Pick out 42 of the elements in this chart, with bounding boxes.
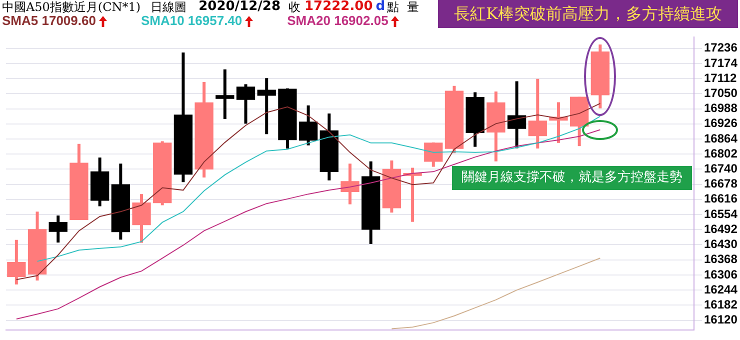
text: d xyxy=(376,0,386,14)
candlestick xyxy=(236,84,256,124)
chart-title: 中國A50指數近月(CN*1) xyxy=(2,0,141,14)
text: 量 xyxy=(407,0,420,14)
y-tick-label: 16120 xyxy=(704,312,738,327)
text: 收 xyxy=(288,0,300,14)
candlestick xyxy=(48,216,68,243)
text: SMA20 16902.05 xyxy=(287,13,390,28)
candlestick xyxy=(340,164,360,204)
text: 2020/12/28 xyxy=(198,0,280,14)
y-tick-label: 17174 xyxy=(704,56,738,70)
y-tick-label: 16678 xyxy=(704,176,738,191)
candlestick xyxy=(298,105,318,146)
candlestick xyxy=(7,240,26,284)
y-tick-label: 16864 xyxy=(704,131,738,146)
y-tick-label: 16430 xyxy=(704,237,738,252)
y-tick-label: 17050 xyxy=(704,86,738,100)
y-tick-label: 16492 xyxy=(704,222,738,236)
y-tick-label: 17112 xyxy=(704,70,738,85)
candlestick xyxy=(507,81,526,148)
annotation: 關鍵月線支撐不破，就是多方控盤走勢 xyxy=(452,166,692,190)
candlestick xyxy=(216,69,234,120)
y-tick-label: 16802 xyxy=(704,146,738,160)
text: SMA10 16957.40 xyxy=(140,13,244,28)
y-tick-label: 16306 xyxy=(704,267,738,282)
candlestick xyxy=(528,78,547,149)
y-tick-label: 17236 xyxy=(704,40,738,55)
chart-subtitle: 日線圖 xyxy=(150,0,187,14)
y-tick-label: 16616 xyxy=(704,192,738,206)
candlestick xyxy=(257,78,276,134)
y-tick-label: 16244 xyxy=(704,282,738,296)
y-tick-label: 16554 xyxy=(704,206,738,221)
y-tick-label: 16740 xyxy=(704,162,738,176)
y-tick-label: 16988 xyxy=(704,101,738,116)
text: 長紅K棒突破前高壓力，多方持續進攻 xyxy=(438,0,738,28)
candlestick xyxy=(132,194,151,243)
y-tick-label: 16368 xyxy=(704,252,738,266)
y-tick-label: 16182 xyxy=(704,297,738,312)
text: 17222.00 xyxy=(304,0,373,14)
text: SMA5 17009.60 xyxy=(2,13,97,28)
text: 點 xyxy=(387,0,400,14)
y-tick-label: 16926 xyxy=(704,116,738,130)
